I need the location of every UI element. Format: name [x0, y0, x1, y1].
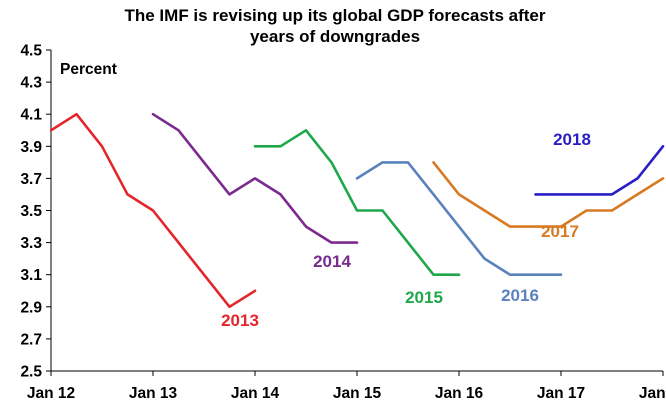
series-line-2013 [49, 112, 257, 309]
x-tick-label: Jan 16 [435, 385, 484, 402]
y-tick-label: 2.9 [20, 299, 42, 316]
y-tick-label: 3.7 [20, 171, 42, 188]
plot-series [49, 112, 665, 309]
series-label-2018: 2018 [553, 130, 591, 149]
y-tick-label: 4.3 [20, 75, 42, 92]
series-line-2014 [151, 112, 359, 244]
y-tick-label: 2.7 [20, 331, 42, 348]
y-tick-label: 3.3 [20, 235, 42, 252]
y-tick-label: 3.1 [20, 267, 42, 284]
x-tick-label: Jan 14 [231, 385, 280, 402]
chart-title-line-2: years of downgrades [250, 27, 420, 46]
series-label-2013: 2013 [221, 311, 259, 330]
series-label-2016: 2016 [501, 286, 539, 305]
y-tick-label: 4.5 [20, 43, 42, 60]
series-line-2017 [432, 161, 665, 228]
chart-title: The IMF is revising up its global GDP fo… [124, 6, 545, 46]
series-line-2018 [534, 145, 665, 196]
y-tick-label: 4.1 [20, 107, 42, 124]
y-axis: 2.5 2.7 2.9 3.1 3.3 3.5 3.7 3.9 4.1 4.3 4.5 [20, 43, 52, 381]
y-tick-label: 3.9 [20, 139, 42, 156]
chart-title-line-1: The IMF is revising up its global GDP fo… [124, 6, 545, 25]
series-label-2015: 2015 [405, 288, 443, 307]
x-tick-label: Jan 13 [129, 385, 178, 402]
x-axis: Jan 12 Jan 13 Jan 14 Jan 15 Jan 16 Jan 17 Jan … [27, 370, 666, 402]
unit-label: Percent [60, 61, 117, 78]
x-tick-label: Jan 17 [537, 385, 585, 402]
y-tick-label: 2.5 [20, 364, 42, 381]
y-tick-label: 3.5 [20, 203, 42, 220]
series-line-2015 [253, 129, 461, 277]
x-tick-label: Jan 18 [639, 385, 666, 402]
series-line-2016 [355, 161, 563, 277]
series-label-2014: 2014 [313, 252, 351, 271]
x-tick-label: Jan 15 [333, 385, 382, 402]
series-label-2017: 2017 [541, 222, 579, 241]
series-labels: 2013 2014 2015 2016 2017 2018 [221, 130, 591, 330]
x-tick-label: Jan 12 [27, 385, 75, 402]
